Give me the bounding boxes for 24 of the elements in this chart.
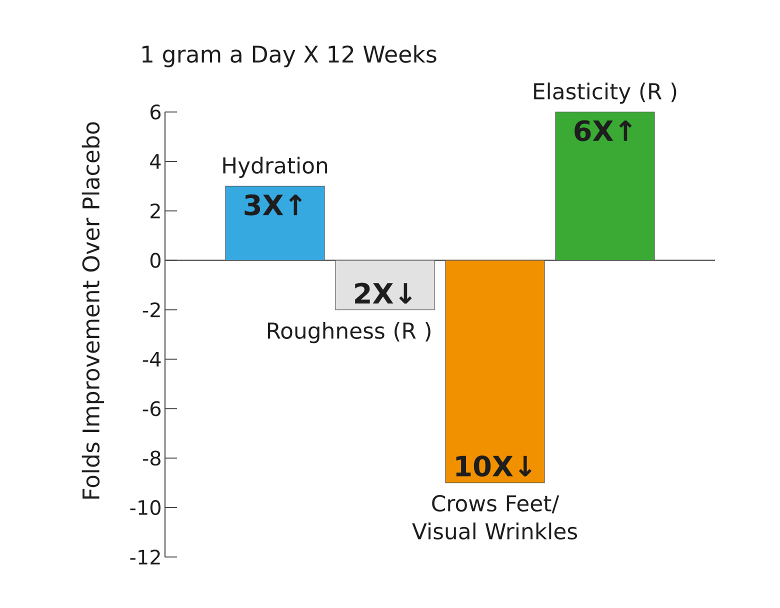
annotation: 2X↓ bbox=[355, 282, 412, 304]
y-tick-label: 0 bbox=[150, 252, 160, 268]
y-tick-label: -6 bbox=[142, 401, 161, 416]
y-axis-title: Folds Improvement Over Placebo bbox=[82, 122, 104, 499]
x-tick-label: Roughness (R ) bbox=[268, 322, 430, 344]
y-tick-label: 4 bbox=[150, 154, 161, 169]
y-tick-label: -10 bbox=[130, 500, 160, 516]
chart-title: 1 gram a Day X 12 Weeks bbox=[142, 45, 436, 68]
y-tick-label: -12 bbox=[130, 550, 160, 564]
annotation: 10X↓ bbox=[456, 456, 532, 477]
y-tick-label: -8 bbox=[142, 450, 160, 466]
y-tick-label: 6 bbox=[150, 104, 161, 120]
bar bbox=[445, 260, 545, 484]
bar bbox=[225, 186, 325, 261]
y-tick-label: -2 bbox=[142, 302, 160, 318]
annotation: 6X↑ bbox=[574, 120, 632, 142]
bar bbox=[555, 112, 655, 261]
x-tick-label: Hydration bbox=[223, 156, 328, 178]
x-tick-label: Crows Feet/ Visual Wrinkles bbox=[412, 495, 578, 540]
y-tick-label: -4 bbox=[142, 352, 161, 366]
y-tick-label: 2 bbox=[150, 204, 160, 218]
x-tick-label: Elasticity (R ) bbox=[534, 82, 676, 104]
bar bbox=[335, 260, 435, 310]
annotation: 3X↑ bbox=[244, 194, 302, 216]
